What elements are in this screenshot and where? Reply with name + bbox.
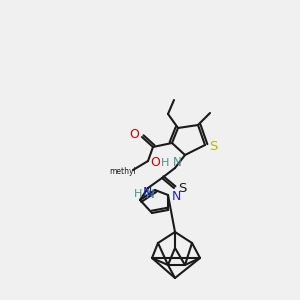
Text: O: O	[129, 128, 139, 142]
Text: methyl: methyl	[110, 167, 136, 176]
Text: N: N	[171, 190, 181, 203]
Text: N: N	[142, 185, 152, 199]
Text: S: S	[209, 140, 217, 154]
Text: S: S	[178, 182, 186, 196]
Text: H: H	[134, 189, 142, 199]
Text: H: H	[161, 158, 169, 168]
Text: N: N	[146, 188, 154, 200]
Text: O: O	[150, 157, 160, 169]
Text: N: N	[172, 157, 182, 169]
